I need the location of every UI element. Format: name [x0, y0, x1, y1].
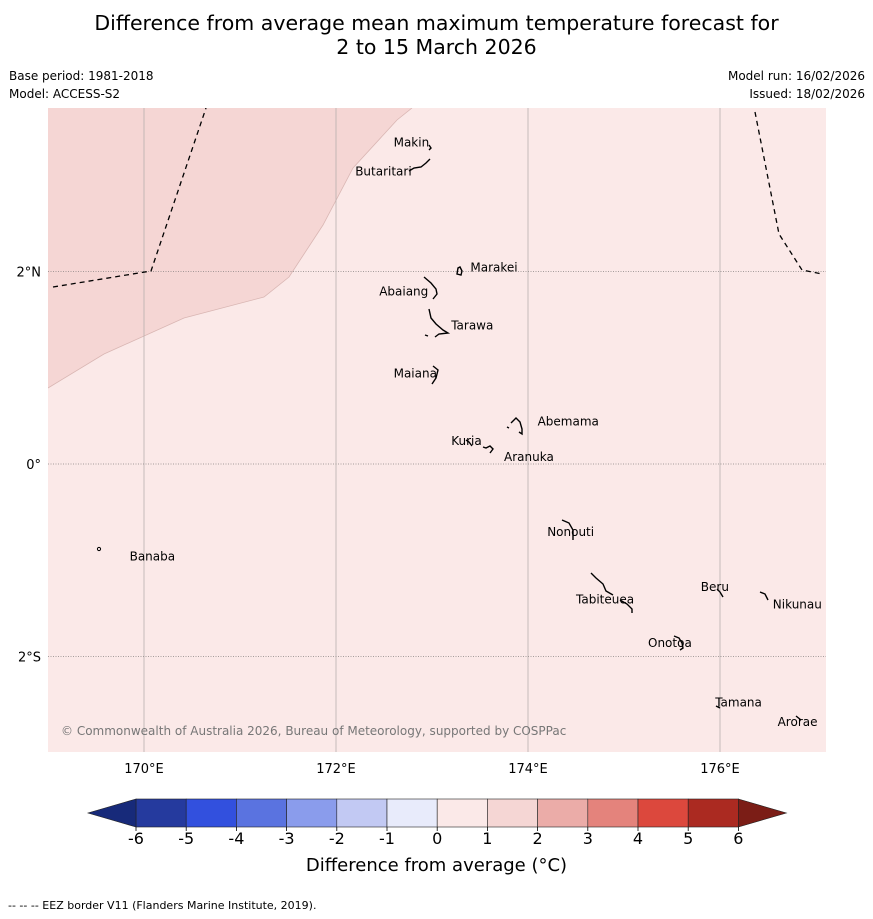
colorbar-segment	[185, 798, 237, 828]
colorbar-tick-label: 4	[633, 829, 643, 848]
island-outline-tarawa	[428, 308, 451, 338]
colorbar-tick-label: 2	[533, 829, 543, 848]
island-outline-marakei	[456, 266, 463, 276]
island-outline-tabiteuea-south	[619, 599, 633, 613]
colorbar-segment	[286, 798, 338, 828]
lat-tick-label: 0°	[26, 458, 41, 473]
place-label: Abaiang	[379, 285, 428, 299]
place-label: Nonouti	[547, 525, 594, 539]
island-outline-aranuka	[482, 445, 494, 454]
island-outline-abemama-islet	[506, 426, 510, 429]
place-label: Butaritari	[355, 164, 412, 178]
map-canvas: Makin Butaritari Marakei Abaiang Tarawa Maian…	[17, 108, 826, 848]
chart-title: Difference from average mean maximum tem…	[0, 11, 873, 59]
island-outline-abaiang	[423, 276, 438, 300]
eez-border-east	[754, 111, 823, 275]
colorbar-segment	[687, 798, 739, 828]
island-outline-tarawa-west	[424, 334, 429, 337]
colorbar-segment	[537, 798, 589, 828]
place-label: Abemama	[538, 415, 599, 429]
colorbar-tick-label: 5	[683, 829, 693, 848]
lon-tick-label: 174°E	[508, 762, 548, 777]
footer-note: -- -- -- EEZ border V11 (Flanders Marine…	[8, 899, 317, 912]
place-label: Kuria	[451, 434, 482, 448]
eez-border-west	[52, 108, 207, 288]
place-label: Beru	[701, 580, 729, 594]
island-outlines	[408, 144, 802, 721]
place-label: Maiana	[394, 366, 437, 380]
place-label: Marakei	[470, 261, 517, 275]
colorbar-under-arrow	[86, 798, 137, 828]
colorbar-tick-label: -4	[228, 829, 244, 848]
axis-labels: 170°E 172°E 174°E 176°E 2°N 0° 2°S	[17, 266, 740, 778]
meta-right: Model run: 16/02/2026 Issued: 18/02/2026	[728, 67, 865, 103]
island-outline-nikunau	[759, 591, 769, 601]
title-line-1: Difference from average mean maximum tem…	[94, 11, 779, 35]
island-outline-abemama	[510, 417, 523, 436]
colorbar-tick-label: -1	[379, 829, 395, 848]
island-outline-kuria	[465, 439, 473, 447]
place-labels: Makin Butaritari Marakei Abaiang Tarawa Maian…	[130, 135, 822, 728]
place-label: Nikunau	[773, 597, 822, 611]
island-outline-arorae	[795, 715, 802, 721]
place-label: Banaba	[130, 549, 176, 563]
meta-left: Base period: 1981-2018 Model: ACCESS-S2	[9, 67, 154, 103]
colorbar-tick-label: -6	[128, 829, 144, 848]
place-label: Makin	[394, 135, 430, 149]
colorbar-label: Difference from average (°C)	[305, 855, 568, 876]
issued-date: Issued: 18/02/2026	[749, 87, 865, 101]
copyright-notice: © Commonwealth of Australia 2026, Bureau…	[61, 724, 566, 738]
island-outline-maiana	[431, 365, 439, 385]
colorbar-over-arrow	[738, 798, 788, 828]
island-outline-onotoa	[673, 635, 684, 651]
base-period: Base period: 1981-2018	[9, 69, 154, 83]
title-line-2: 2 to 15 March 2026	[336, 34, 537, 59]
lon-tick-label: 176°E	[700, 762, 740, 777]
contour-line	[48, 108, 413, 389]
lon-tick-label: 170°E	[124, 762, 164, 777]
colorbar-segment	[487, 798, 538, 828]
island-outline-butaritari	[408, 158, 431, 172]
colorbar-tick-label: 0	[432, 829, 442, 848]
lat-tick-label: 2°S	[18, 651, 41, 666]
colorbar-segment	[135, 798, 187, 828]
lon-tick-label: 172°E	[316, 762, 356, 777]
colorbar-tick-label: 1	[482, 829, 492, 848]
anomaly-band-1-2	[48, 108, 412, 388]
colorbar-tick-label: 3	[583, 829, 593, 848]
island-outline-beru	[716, 588, 724, 598]
place-label: Aranuka	[504, 450, 554, 464]
colorbar-segment	[587, 798, 639, 828]
lat-tick-label: 2°N	[17, 266, 42, 281]
island-outline-tabiteuea-north	[590, 572, 614, 596]
island-outline-banaba	[96, 546, 102, 552]
gridlines	[48, 108, 826, 752]
colorbar-tick-label: -3	[279, 829, 295, 848]
place-label: Onotoa	[648, 636, 692, 650]
colorbar-tick-label: 6	[733, 829, 743, 848]
island-outline-nonouti	[561, 519, 574, 540]
island-outline-makin	[428, 144, 432, 151]
colorbar: -6 -5 -4 -3 -2 -1 0 1 2 3 4 5 6	[86, 798, 788, 848]
colorbar-segment	[637, 798, 689, 828]
colorbar-segment	[386, 798, 438, 828]
colorbar-segment	[336, 798, 388, 828]
place-label: Tamana	[714, 696, 762, 710]
model-run: Model run: 16/02/2026	[727, 69, 865, 83]
colorbar-tick-label: -5	[178, 829, 194, 848]
place-label: Arorae	[778, 715, 818, 729]
colorbar-tick-label: -2	[329, 829, 345, 848]
colorbar-segment	[236, 798, 287, 828]
place-label: Tabiteuea	[575, 593, 634, 607]
model-name: Model: ACCESS-S2	[9, 87, 121, 101]
island-outline-tamana	[715, 705, 721, 709]
place-label: Tarawa	[450, 318, 493, 332]
colorbar-segment	[436, 798, 488, 828]
